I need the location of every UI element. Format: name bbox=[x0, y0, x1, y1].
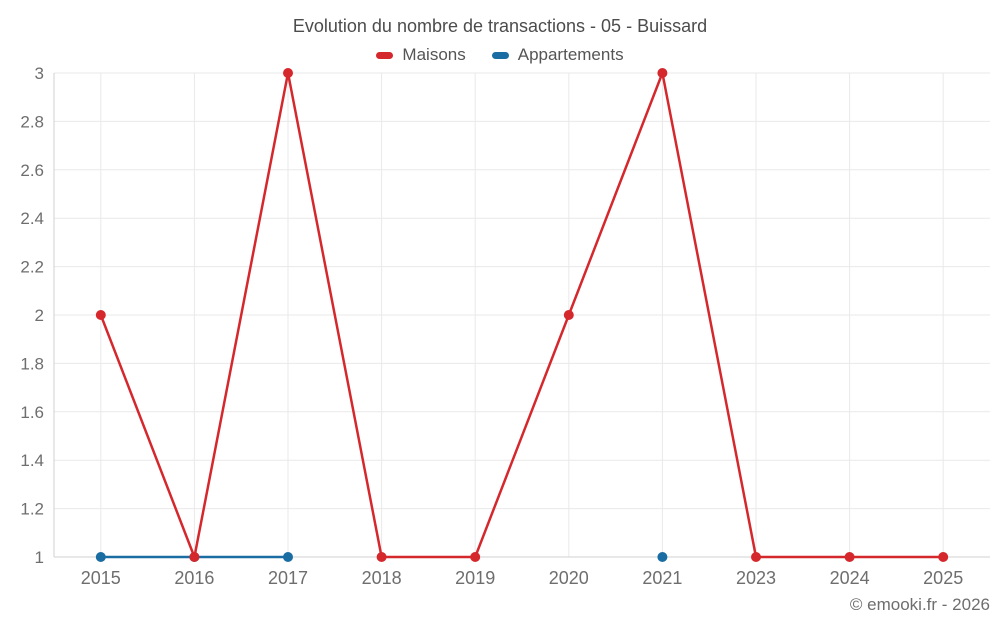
x-tick-label: 2019 bbox=[455, 568, 495, 588]
data-point-maisons bbox=[283, 68, 293, 78]
legend-label-maisons: Maisons bbox=[402, 45, 466, 64]
legend-label-appartements: Appartements bbox=[517, 45, 624, 64]
series-maisons bbox=[95, 68, 949, 562]
y-tick-label: 1.4 bbox=[20, 451, 44, 470]
y-tick-label: 1.2 bbox=[20, 500, 44, 519]
y-tick-label: 2.2 bbox=[20, 258, 44, 277]
data-point-appartements bbox=[95, 552, 106, 562]
y-tick-label: 1 bbox=[35, 548, 44, 567]
data-point-maisons bbox=[844, 552, 855, 562]
legend-marker-appartements bbox=[491, 51, 509, 59]
chart-title: Evolution du nombre de transactions - 05… bbox=[292, 16, 708, 36]
legend-item-maisons[interactable]: Maisons bbox=[376, 45, 466, 65]
x-tick-label: 2016 bbox=[174, 568, 214, 588]
y-tick-label: 2.4 bbox=[20, 209, 44, 228]
legend-marker-maisons bbox=[376, 51, 394, 59]
x-tick-label: 2020 bbox=[549, 568, 589, 588]
x-tick-label: 2023 bbox=[736, 568, 776, 588]
data-point-maisons bbox=[751, 552, 761, 562]
x-tick-label: 2017 bbox=[268, 568, 308, 588]
data-point-maisons bbox=[938, 552, 949, 562]
copyright-text: © emooki.fr - 2026 bbox=[849, 595, 990, 614]
x-tick-label: 2024 bbox=[830, 568, 870, 588]
x-tick-label: 2018 bbox=[362, 568, 402, 588]
x-tick-label: 2021 bbox=[642, 568, 682, 588]
y-tick-label: 3 bbox=[35, 64, 44, 83]
y-tick-label: 2.6 bbox=[20, 161, 44, 180]
y-tick-label: 1.6 bbox=[20, 403, 44, 422]
y-tick-label: 2.8 bbox=[20, 112, 44, 131]
data-point-maisons bbox=[470, 552, 481, 562]
legend-item-appartements[interactable]: Appartements bbox=[491, 45, 624, 65]
series-line-maisons bbox=[99, 71, 945, 559]
data-point-maisons bbox=[563, 310, 574, 320]
x-tick-label: 2025 bbox=[923, 568, 963, 588]
y-tick-labels: 1 1.2 1.4 1.6 1.8 2 2.2 2.4 2.6 2.8 3 bbox=[20, 64, 44, 567]
chart-legend: Maisons Appartements bbox=[0, 45, 1000, 65]
data-point-maisons bbox=[95, 310, 106, 320]
data-point-maisons bbox=[657, 68, 668, 78]
x-tick-label: 2015 bbox=[81, 568, 121, 588]
data-point-appartements bbox=[657, 552, 668, 562]
data-point-appartements bbox=[283, 552, 293, 562]
y-tick-label: 1.8 bbox=[20, 354, 44, 373]
data-point-maisons bbox=[376, 552, 387, 562]
gridlines bbox=[54, 72, 990, 557]
data-point-maisons bbox=[189, 552, 200, 562]
x-tick-labels: 2015 2016 2017 2018 2019 2020 2021 2023 2024 2025 bbox=[81, 568, 963, 588]
y-tick-label: 2 bbox=[35, 306, 44, 325]
